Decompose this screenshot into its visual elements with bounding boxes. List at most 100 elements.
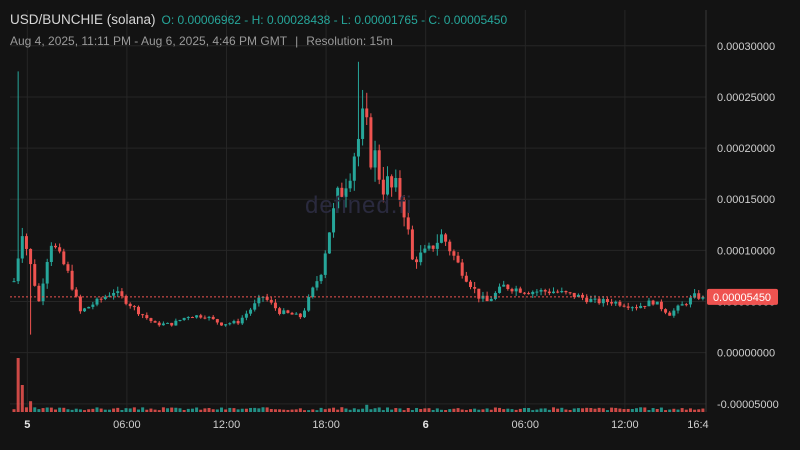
candle-body: [303, 310, 306, 318]
candle-body: [543, 290, 547, 292]
candle-body: [87, 306, 91, 309]
candle-body: [676, 305, 680, 311]
volume-bar: [539, 408, 543, 412]
candle-body: [74, 289, 78, 297]
volume-bar: [336, 409, 340, 412]
volume-bar: [332, 407, 336, 412]
volume-bar: [543, 408, 547, 412]
x-axis: 5 06:00 12:00 18:00 6 06:00 12:00 16:4: [24, 419, 708, 431]
volume-bar: [498, 407, 502, 412]
volume-bar: [502, 409, 506, 412]
volume-bar: [552, 407, 555, 412]
volume-bar: [352, 408, 356, 412]
candle-body: [282, 310, 286, 314]
volume-bar: [572, 408, 576, 412]
volume-bar: [16, 358, 20, 412]
volume-bar: [257, 408, 261, 412]
candle-body: [581, 294, 585, 298]
volume-bar: [672, 408, 676, 412]
volume-bar: [576, 408, 580, 412]
candle-body: [236, 321, 240, 324]
candle-body: [294, 313, 298, 315]
candle-body: [381, 179, 385, 195]
candle-body: [215, 319, 219, 323]
volume-bar: [381, 410, 385, 412]
watermark: defined.fi: [305, 192, 413, 219]
candle-body: [643, 305, 647, 307]
volume-bar: [527, 408, 531, 412]
candle-body: [170, 322, 174, 326]
candle-body: [323, 253, 327, 275]
candle-body: [103, 296, 107, 299]
volume-bar: [431, 409, 435, 412]
candle-body: [489, 298, 493, 302]
candle-body: [635, 307, 638, 309]
volume-bar: [373, 408, 377, 412]
candle-body: [232, 321, 236, 324]
candle-body: [336, 187, 340, 209]
volume-bar: [365, 404, 369, 412]
volume-bar: [170, 407, 174, 412]
volume-bar: [626, 408, 630, 412]
volume-bar: [394, 408, 398, 412]
y-tick-label: 0.00010000: [717, 245, 775, 257]
candle-body: [41, 283, 45, 302]
candle-body: [12, 281, 16, 283]
candle-body: [141, 314, 145, 316]
volume-bar: [83, 410, 87, 412]
volume-bar: [273, 409, 277, 412]
candle-body: [373, 150, 377, 168]
volume-bar: [688, 408, 692, 412]
candle-body: [58, 247, 62, 252]
resolution-label: Resolution: 15m: [306, 34, 393, 48]
volume-bar: [199, 409, 203, 412]
volume-bar: [464, 410, 468, 412]
candle-body: [473, 287, 477, 289]
volume-bar: [37, 409, 41, 412]
candle-body: [273, 302, 277, 309]
candle-body: [307, 297, 311, 311]
candle-body: [647, 300, 651, 307]
volume-bar: [564, 409, 568, 412]
volume-bar: [610, 407, 614, 412]
candle-body: [298, 313, 302, 318]
x-tick-label: 06:00: [113, 419, 141, 431]
candle-body: [45, 262, 49, 284]
volume-bar: [585, 407, 589, 412]
volume-bar: [589, 408, 593, 412]
volume-bar: [630, 408, 634, 412]
volume-bar: [78, 409, 82, 412]
volume-bar: [327, 408, 331, 412]
candle-body: [614, 301, 618, 304]
candle-body: [24, 236, 28, 249]
volume-bar: [244, 408, 248, 412]
candle-body: [622, 305, 626, 307]
y-tick-label: 0.00015000: [717, 194, 775, 206]
candle-body: [37, 285, 41, 302]
candle-body: [203, 317, 207, 319]
volume-bar: [265, 407, 269, 412]
volume-bar: [49, 407, 53, 412]
candle-body: [356, 138, 360, 157]
volume-bar: [518, 408, 522, 412]
volume-bar: [668, 409, 672, 412]
candle-body: [576, 294, 580, 298]
volume-bar: [460, 409, 464, 412]
candle-body: [522, 292, 526, 294]
candle-body: [672, 310, 676, 316]
volume-bar: [531, 410, 535, 412]
candle-body: [510, 289, 514, 292]
candle-body: [444, 234, 448, 242]
volume-bar: [340, 407, 344, 412]
volume-bar: [24, 407, 28, 412]
chart-subheader: Aug 4, 2025, 11:11 PM - Aug 6, 2025, 4:4…: [10, 34, 393, 48]
candle-body: [33, 264, 37, 286]
volume-bar: [406, 408, 410, 412]
candle-body: [311, 287, 315, 298]
volume-bar: [70, 409, 74, 412]
volume-bar: [74, 408, 78, 412]
candle-body: [228, 323, 232, 325]
candle-body: [319, 274, 323, 282]
candle-body: [518, 288, 522, 293]
